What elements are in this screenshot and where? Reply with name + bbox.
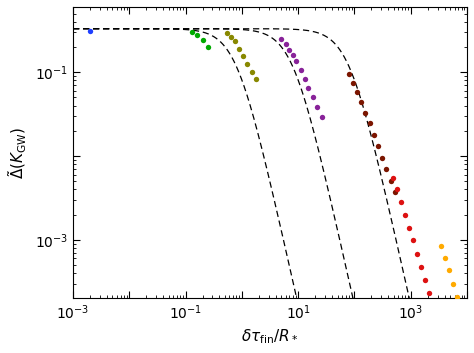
Point [289,52,297,58]
Point [277,36,285,42]
Point [445,268,453,273]
Point [417,264,424,270]
Point [353,89,361,95]
Point [314,104,321,110]
Point [438,243,445,249]
Point [393,186,401,192]
Point [457,306,465,312]
Point [374,144,382,149]
Point [437,330,445,335]
Point [345,71,353,77]
Point [425,291,433,296]
Point [309,95,316,100]
Point [193,32,201,38]
Point [236,46,243,52]
Point [401,212,409,217]
Point [253,77,260,82]
Point [397,199,404,205]
Point [349,80,357,85]
Point [387,178,394,184]
Point [304,85,312,91]
Point [421,277,428,283]
Point [282,41,290,47]
Point [199,37,206,43]
Point [231,38,238,44]
Point [433,317,441,322]
Point [204,44,212,50]
Point [248,69,255,75]
Point [449,281,457,286]
Point [292,58,300,64]
Point [86,28,94,34]
Point [389,175,397,180]
Point [441,256,449,261]
X-axis label: $\delta\tau_{\mathrm{fin}}/R_*$: $\delta\tau_{\mathrm{fin}}/R_*$ [241,327,299,346]
Point [228,34,235,40]
Point [378,155,386,161]
Point [239,53,247,59]
Point [383,166,390,172]
Point [286,47,293,53]
Point [413,251,420,257]
Y-axis label: $\tilde{\Delta}(K_{\mathrm{GW}})$: $\tilde{\Delta}(K_{\mathrm{GW}})$ [7,126,29,179]
Point [429,304,437,309]
Point [244,61,251,67]
Point [301,77,309,82]
Point [223,30,231,36]
Point [297,67,304,73]
Point [454,294,461,299]
Point [361,110,369,115]
Point [405,225,412,231]
Point [357,99,365,105]
Point [370,132,377,137]
Point [409,238,417,243]
Point [366,120,374,125]
Point [318,114,325,120]
Point [391,189,399,195]
Point [188,29,196,35]
